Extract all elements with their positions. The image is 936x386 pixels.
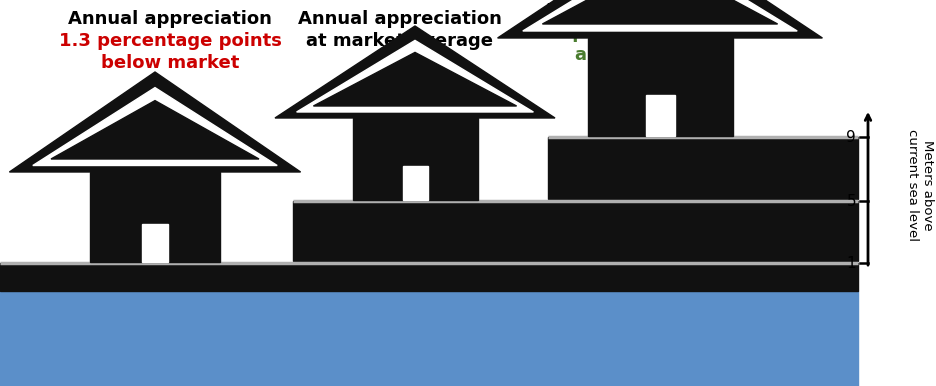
Bar (90, 172, 220, 262)
Text: Annual appreciation: Annual appreciation (68, 10, 272, 28)
Bar (293, 201, 858, 261)
Bar (353, 118, 477, 200)
Text: Annual appreciation: Annual appreciation (543, 2, 747, 20)
Text: Meters above
current sea level: Meters above current sea level (906, 129, 934, 241)
Bar (588, 38, 733, 136)
Polygon shape (314, 52, 517, 106)
Text: 1.3 percentage points: 1.3 percentage points (59, 32, 282, 50)
Bar (0, 291, 858, 386)
Text: 1: 1 (846, 256, 856, 271)
Bar (402, 166, 428, 200)
Polygon shape (542, 0, 778, 24)
Polygon shape (523, 0, 797, 31)
Polygon shape (498, 0, 823, 38)
Polygon shape (9, 72, 300, 172)
Text: at market average: at market average (306, 32, 493, 50)
Text: 9: 9 (846, 129, 856, 144)
Text: Annual appreciation: Annual appreciation (298, 10, 502, 28)
Polygon shape (33, 88, 277, 166)
Bar (646, 95, 675, 136)
Bar (0, 263, 858, 291)
Polygon shape (275, 26, 555, 118)
Bar (548, 137, 858, 199)
Text: 5: 5 (846, 193, 856, 208)
Text: above market: above market (576, 46, 715, 64)
Text: 0.8 percentage points: 0.8 percentage points (534, 24, 756, 42)
Text: below market: below market (101, 54, 240, 72)
Bar (142, 224, 168, 262)
Polygon shape (51, 101, 259, 159)
Polygon shape (297, 41, 534, 112)
